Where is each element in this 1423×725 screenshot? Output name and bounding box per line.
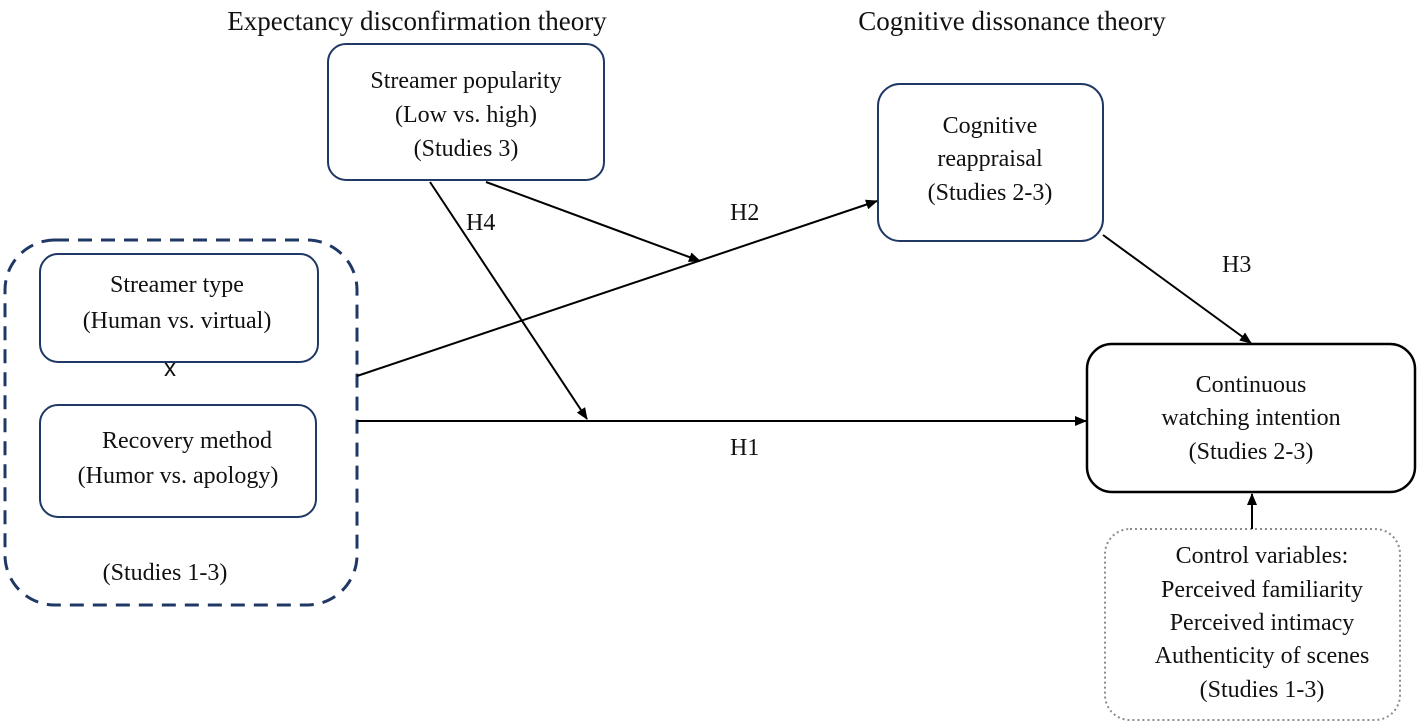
node-text: (Studies 2-3) — [1189, 439, 1314, 465]
node-text: Streamer type — [110, 272, 244, 298]
node-streamer-type — [39, 253, 319, 363]
node-text: Perceived intimacy — [1170, 610, 1355, 636]
arrow-h2 — [356, 199, 878, 377]
node-text: Perceived familiarity — [1161, 577, 1363, 603]
label-h4: H4 — [466, 210, 495, 236]
group-studies-label: (Studies 1-3) — [103, 560, 228, 586]
node-text: (Human vs. virtual) — [83, 308, 272, 334]
node-text: Recovery method — [102, 428, 272, 454]
arrow-h3 — [1102, 234, 1252, 344]
node-cognitive-reappraisal: Cognitive reappraisal (Studies 2-3) — [877, 83, 1104, 242]
title-expectancy-disconfirmation: Expectancy disconfirmation theory — [227, 6, 607, 36]
node-streamer-popularity: Streamer popularity (Low vs. high) (Stud… — [327, 43, 605, 181]
node-text: (Studies 2-3) — [928, 180, 1053, 206]
node-text: (Humor vs. apology) — [78, 463, 279, 489]
node-text: Authenticity of scenes — [1155, 643, 1370, 669]
node-control-variables: Control variables: Perceived familiarity… — [1104, 528, 1401, 721]
node-text: Streamer popularity — [370, 68, 561, 94]
label-h1: H1 — [730, 435, 759, 461]
node-text: Continuous — [1196, 372, 1307, 398]
title-cognitive-dissonance: Cognitive dissonance theory — [858, 6, 1166, 36]
node-text: Control variables: — [1176, 543, 1349, 569]
arrow-h4 — [429, 181, 588, 420]
node-recovery-method — [39, 404, 317, 518]
node-text: reappraisal — [937, 146, 1043, 172]
label-h2: H2 — [730, 200, 759, 226]
label-h3: H3 — [1222, 252, 1251, 278]
node-text: watching intention — [1161, 405, 1340, 431]
arrow-popularity-moderation — [485, 181, 701, 262]
node-text: (Studies 3) — [414, 136, 519, 162]
node-text: (Low vs. high) — [395, 102, 537, 128]
node-text: Cognitive — [943, 113, 1038, 139]
node-continuous-watching-intention: Continuous watching intention (Studies 2… — [1085, 342, 1417, 494]
group-independent-variables: Streamer type (Human vs. virtual) x Reco… — [3, 238, 359, 607]
node-text: (Studies 1-3) — [1200, 677, 1325, 703]
interaction-symbol: x — [164, 355, 176, 382]
